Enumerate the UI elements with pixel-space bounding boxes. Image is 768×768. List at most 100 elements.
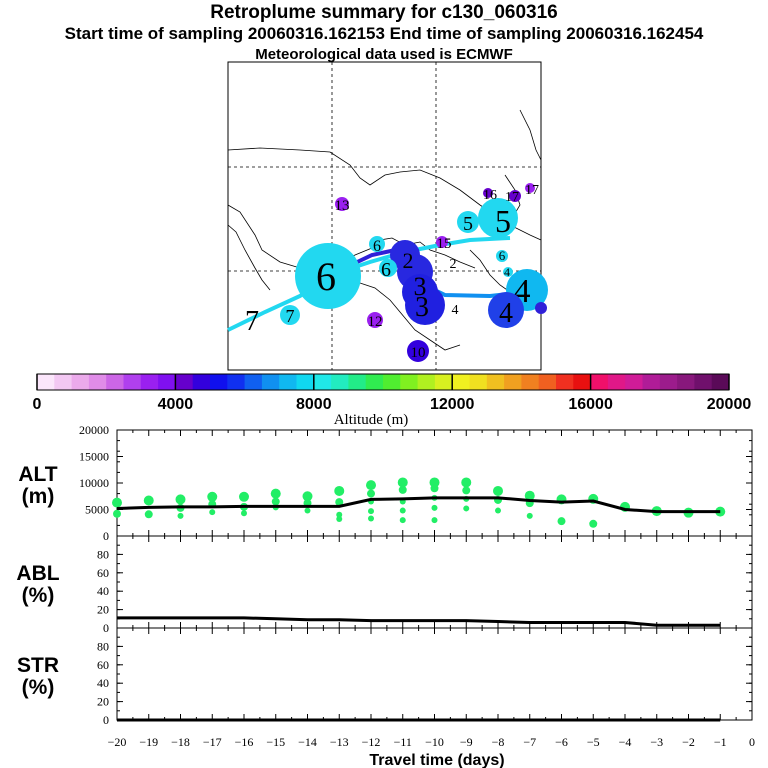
alt-scatter-point: [368, 508, 374, 515]
map-marker: [503, 267, 513, 277]
x-tick-label: −8: [492, 735, 505, 749]
colorbar-swatch: [140, 374, 159, 390]
map-marker: [280, 305, 300, 325]
colorbar-swatch: [261, 374, 280, 390]
panel-frame-str: [116, 627, 753, 721]
x-tick-label: −13: [330, 735, 349, 749]
alt-series-line: [116, 496, 721, 514]
y-tick-label: 80: [97, 547, 109, 561]
colorbar-swatch: [504, 374, 522, 390]
map-marker: [436, 236, 448, 248]
alt-scatter-point: [462, 486, 471, 495]
colorbar-swatch: [123, 374, 142, 390]
alt-scatter-point: [302, 491, 313, 502]
map-marker-label: 4: [452, 303, 459, 318]
y-tick-label: 0: [103, 713, 109, 727]
alt-scatter-point: [143, 495, 154, 506]
y-tick-label: 15000: [79, 450, 109, 464]
x-tick-label: −3: [650, 735, 663, 749]
colorbar-swatch: [88, 374, 107, 390]
colorbar-swatch: [417, 374, 436, 390]
map-marker-label: 5: [495, 203, 511, 239]
colorbar-swatch: [158, 374, 176, 390]
met-data-note: Meteorological data used is ECMWF: [255, 46, 513, 63]
colorbar-swatch: [452, 374, 470, 390]
colorbar-tick-label: 4000: [158, 396, 194, 413]
alt-scatter-point: [493, 485, 503, 496]
alt-scatter-point: [399, 517, 406, 524]
colorbar-swatch: [694, 374, 713, 390]
alt-scatter-point: [429, 477, 440, 488]
colorbar-swatch: [71, 374, 90, 390]
alt-scatter-point: [398, 485, 407, 494]
y-tick-label: 60: [97, 566, 109, 580]
colorbar-label: Altitude (m): [334, 412, 409, 428]
colorbar-swatch: [54, 374, 73, 390]
colorbar-swatch: [365, 374, 384, 390]
x-tick-label: −17: [203, 735, 222, 749]
panel-label-unit: (m): [22, 485, 55, 508]
colorbar-swatch: [331, 374, 349, 390]
map-marker: [483, 188, 493, 198]
map-marker-label: 6: [499, 248, 506, 263]
x-tick-label: −15: [266, 735, 285, 749]
alt-scatter-point: [368, 515, 374, 522]
alt-scatter-point: [175, 494, 186, 505]
y-tick-label: 20: [97, 603, 109, 617]
x-tick-label: −10: [425, 735, 444, 749]
x-tick-label: −16: [235, 735, 254, 749]
x-tick-label: −5: [587, 735, 600, 749]
y-tick-label: 60: [97, 658, 109, 672]
x-tick-label: −18: [171, 735, 190, 749]
x-tick-label: −9: [460, 735, 473, 749]
y-tick-label: 0: [103, 529, 109, 543]
map-marker-label: 16: [483, 188, 497, 203]
colorbar-swatch: [573, 374, 592, 390]
map-marker-label: 17: [525, 183, 539, 198]
panel-label: ABL: [16, 562, 59, 585]
alt-scatter-point: [461, 477, 472, 488]
colorbar-swatch: [711, 374, 730, 390]
panel-label-unit: (%): [22, 676, 55, 699]
colorbar-tick-label: 16000: [568, 396, 613, 413]
map-marker: [367, 312, 383, 328]
panel-label-unit: (%): [22, 584, 55, 607]
map-marker-label: 13: [335, 198, 350, 214]
alt-scatter-point: [112, 497, 122, 508]
alt-scatter-point: [399, 507, 406, 514]
map-marker-label: 2: [403, 248, 414, 273]
colorbar-swatch: [227, 374, 246, 390]
x-tick-label: 0: [749, 735, 755, 749]
time-series-panels: 05000100001500020000ALT(m)020406080ABL(%…: [16, 423, 755, 768]
colorbar-swatch: [677, 374, 695, 390]
colorbar-swatch: [383, 374, 401, 390]
map-marker-label: 2: [450, 257, 457, 272]
map-panel: 6 5 5 4 4 3 2 3 6 6 7 7 13 12 10 15 16 1…: [227, 61, 548, 371]
alt-scatter-point: [495, 507, 501, 514]
alt-scatter-point: [589, 519, 598, 528]
colorbar-swatch: [469, 374, 488, 390]
map-marker-label: 3: [415, 292, 429, 323]
colorbar-swatch: [192, 374, 211, 390]
y-tick-label: 10000: [79, 476, 109, 490]
colorbar-swatch: [607, 374, 626, 390]
panel-frame-abl: [116, 535, 753, 629]
colorbar-swatch: [244, 374, 263, 390]
x-tick-label: −14: [298, 735, 317, 749]
x-tick-label: −11: [394, 735, 412, 749]
alt-scatter-point: [524, 490, 535, 501]
x-tick-label: −1: [714, 735, 727, 749]
map-marker: [379, 259, 397, 277]
alt-scatter-point: [271, 497, 280, 506]
map-marker: [407, 340, 429, 362]
colorbar-tick-label: 8000: [296, 396, 332, 413]
alt-scatter-point: [367, 489, 375, 498]
map-marker: [496, 250, 508, 262]
colorbar-tick-label: 12000: [430, 396, 475, 413]
alt-scatter-point: [239, 491, 249, 502]
alt-scatter-point: [334, 485, 345, 496]
alt-scatter-point: [113, 509, 121, 518]
colorbar-swatch: [279, 374, 297, 390]
colorbar-tick-label: 0: [33, 396, 42, 413]
